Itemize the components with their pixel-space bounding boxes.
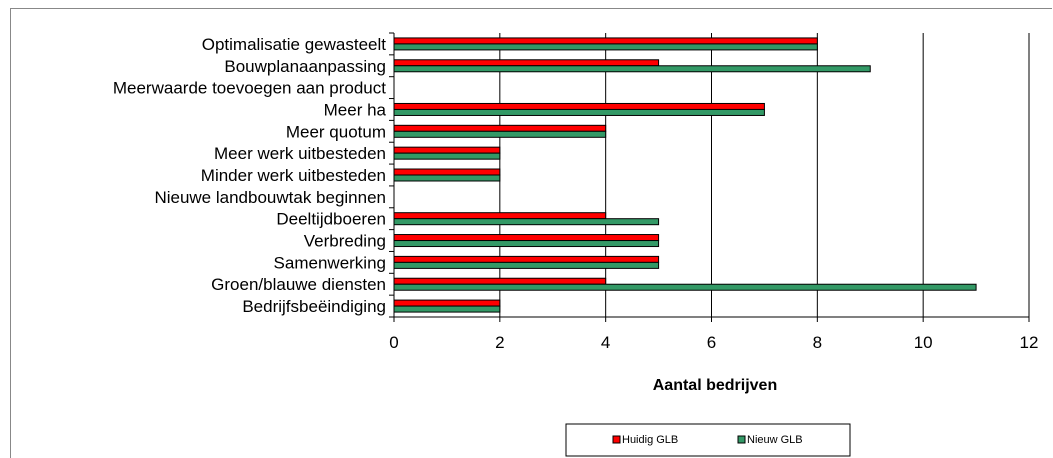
category-label: Deeltijdboeren xyxy=(276,210,386,229)
x-tick-label: 4 xyxy=(601,333,610,352)
bar-huidig xyxy=(393,234,660,242)
bar-nieuw xyxy=(393,65,871,73)
category-label: Nieuwe landbouwtak beginnen xyxy=(154,188,386,207)
bar-huidig xyxy=(393,59,660,67)
bar-nieuw xyxy=(393,240,660,248)
bar-nieuw xyxy=(393,283,977,291)
bar-huidig xyxy=(393,255,660,263)
x-axis-title: Aantal bedrijven xyxy=(653,377,777,394)
x-tick-label: 2 xyxy=(495,333,504,352)
axes xyxy=(389,32,1030,322)
x-tick-label: 0 xyxy=(389,333,398,352)
x-tick-label: 8 xyxy=(813,333,822,352)
category-label: Meer werk uitbesteden xyxy=(214,144,386,163)
bar-nieuw xyxy=(393,43,818,51)
bar-huidig xyxy=(393,146,501,154)
category-label: Bedrijfsbeëindiging xyxy=(242,297,386,316)
legend-swatch xyxy=(612,435,621,444)
category-labels: Optimalisatie gewasteelt Bouwplanaanpassi… xyxy=(113,35,387,316)
category-label: Meer quotum xyxy=(286,122,386,141)
category-label: Meer ha xyxy=(324,100,387,119)
bar-nieuw xyxy=(393,130,607,138)
bar-huidig xyxy=(393,124,607,132)
legend: Huidig GLB Nieuw GLB xyxy=(565,423,851,457)
x-tick-labels: 0 2 4 6 8 10 12 xyxy=(389,333,1038,352)
bar-nieuw xyxy=(393,174,501,182)
bar-nieuw xyxy=(393,108,765,116)
bar-nieuw xyxy=(393,152,501,160)
category-label: Minder werk uitbesteden xyxy=(201,166,386,185)
category-label: Optimalisatie gewasteelt xyxy=(202,35,387,54)
bars xyxy=(393,37,977,313)
bar-huidig xyxy=(393,212,607,220)
bar-nieuw xyxy=(393,261,660,269)
legend-label: Huidig GLB xyxy=(622,434,678,446)
category-label: Samenwerking xyxy=(274,253,386,272)
bar-nieuw xyxy=(393,218,660,226)
x-tick-label: 12 xyxy=(1020,333,1039,352)
bar-huidig xyxy=(393,37,818,45)
category-label: Groen/blauwe diensten xyxy=(211,275,386,294)
gridlines xyxy=(499,33,1030,317)
bar-huidig xyxy=(393,102,765,110)
bar-huidig xyxy=(393,277,607,285)
bar-huidig xyxy=(393,299,501,307)
category-label: Bouwplanaanpassing xyxy=(224,57,386,76)
legend-label: Nieuw GLB xyxy=(747,434,803,446)
x-tick-label: 10 xyxy=(914,333,933,352)
category-label: Meerwaarde toevoegen aan product xyxy=(113,79,386,98)
legend-swatch xyxy=(737,435,746,444)
bar-nieuw xyxy=(393,305,501,313)
category-label: Verbreding xyxy=(304,232,386,251)
x-tick-label: 6 xyxy=(707,333,716,352)
bar-huidig xyxy=(393,168,501,176)
legend-box xyxy=(565,423,851,457)
chart-frame xyxy=(10,8,1052,458)
